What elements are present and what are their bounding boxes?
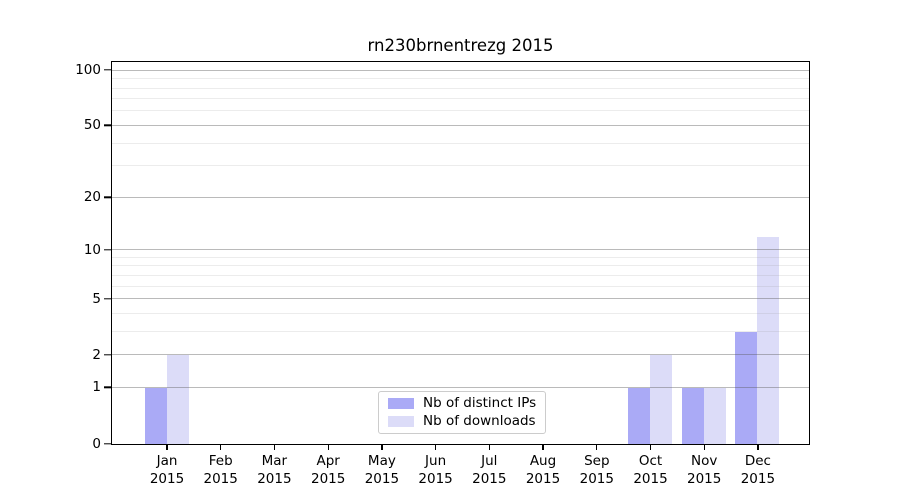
- y-tick-mark-50: [104, 124, 111, 127]
- bar-downloads-oct: [649, 355, 672, 444]
- gridline-minor-3: [112, 330, 809, 332]
- x-tick-mark-jan: [166, 444, 168, 450]
- bar-distinct-ips-dec: [735, 331, 758, 444]
- y-tick-label-0: 0: [92, 435, 101, 452]
- x-tick-label-nov: Nov 2015: [687, 453, 722, 487]
- x-tick-mark-sep: [596, 444, 598, 450]
- x-tick-label-may: May 2015: [364, 453, 400, 487]
- gridline-major-100: [112, 69, 809, 71]
- plot-area: [111, 61, 810, 445]
- gridline-minor-80: [112, 87, 809, 89]
- chart-title: rn230brnentrezg 2015: [367, 36, 554, 55]
- x-tick-label-apr: Apr 2015: [311, 453, 346, 487]
- x-tick-label-mar: Mar 2015: [257, 453, 292, 487]
- x-tick-label-oct: Oct 2015: [633, 453, 668, 487]
- gridline-major-1: [112, 386, 809, 388]
- y-tick-mark-5: [104, 297, 111, 300]
- gridline-major-10: [112, 249, 809, 250]
- legend-label-distinct-ips: Nb of distinct IPs: [423, 395, 537, 411]
- legend-item-downloads: Nb of downloads: [388, 414, 545, 429]
- x-tick-mark-feb: [220, 444, 222, 450]
- x-tick-mark-jul: [488, 444, 490, 450]
- x-tick-mark-nov: [703, 444, 705, 450]
- y-tick-mark-20: [104, 196, 111, 198]
- legend: Nb of distinct IPs Nb of downloads: [378, 391, 546, 434]
- gridline-major-2: [112, 354, 809, 356]
- y-tick-label-10: 10: [83, 241, 101, 258]
- x-tick-label-sep: Sep 2015: [579, 453, 614, 487]
- x-tick-label-jul: Jul 2015: [472, 453, 507, 487]
- gridline-minor-4: [112, 312, 809, 314]
- gridline-major-5: [112, 298, 809, 299]
- x-tick-mark-apr: [327, 444, 329, 450]
- gridline-minor-9: [112, 256, 809, 258]
- gridline-minor-30: [112, 165, 809, 167]
- x-tick-label-dec: Dec 2015: [740, 453, 776, 487]
- x-tick-mark-may: [381, 444, 383, 450]
- y-tick-label-100: 100: [75, 62, 101, 79]
- y-tick-label-5: 5: [92, 290, 101, 307]
- gridline-minor-6: [112, 285, 809, 287]
- y-tick-label-20: 20: [83, 189, 101, 206]
- gridline-minor-7: [112, 274, 809, 276]
- y-tick-label-1: 1: [92, 379, 101, 396]
- y-tick-label-50: 50: [83, 117, 101, 134]
- legend-swatch-distinct-ips: [388, 398, 414, 409]
- x-tick-mark-mar: [273, 444, 276, 450]
- gridline-minor-90: [112, 78, 809, 80]
- bar-downloads-nov: [703, 387, 726, 444]
- bar-distinct-ips-nov: [681, 387, 704, 444]
- y-tick-mark-10: [104, 248, 111, 251]
- y-tick-mark-0: [104, 442, 111, 445]
- bar-downloads-jan: [166, 355, 189, 444]
- x-tick-mark-oct: [649, 444, 652, 450]
- x-tick-label-jan: Jan 2015: [149, 453, 185, 487]
- gridline-minor-8: [112, 265, 809, 267]
- y-tick-mark-1: [104, 386, 111, 389]
- bar-distinct-ips-jan: [144, 387, 167, 444]
- gridline-minor-40: [112, 142, 809, 144]
- gridline-major-50: [112, 124, 809, 126]
- bar-distinct-ips-oct: [627, 387, 650, 444]
- x-tick-label-jun: Jun 2015: [418, 453, 453, 487]
- x-tick-mark-aug: [542, 444, 544, 450]
- y-tick-mark-2: [104, 353, 111, 356]
- gridline-minor-70: [112, 98, 809, 100]
- y-tick-label-2: 2: [92, 346, 101, 363]
- x-tick-label-feb: Feb 2015: [203, 453, 238, 487]
- x-tick-mark-dec: [757, 444, 759, 450]
- gridline-minor-60: [112, 110, 809, 112]
- y-tick-mark-100: [104, 69, 111, 71]
- x-tick-label-aug: Aug 2015: [525, 453, 561, 487]
- legend-swatch-downloads: [388, 416, 414, 427]
- legend-item-distinct-ips: Nb of distinct IPs: [388, 396, 545, 411]
- bar-downloads-dec: [757, 236, 780, 444]
- legend-label-downloads: Nb of downloads: [423, 413, 536, 429]
- gridline-major-20: [112, 196, 809, 198]
- x-tick-mark-jun: [434, 444, 437, 450]
